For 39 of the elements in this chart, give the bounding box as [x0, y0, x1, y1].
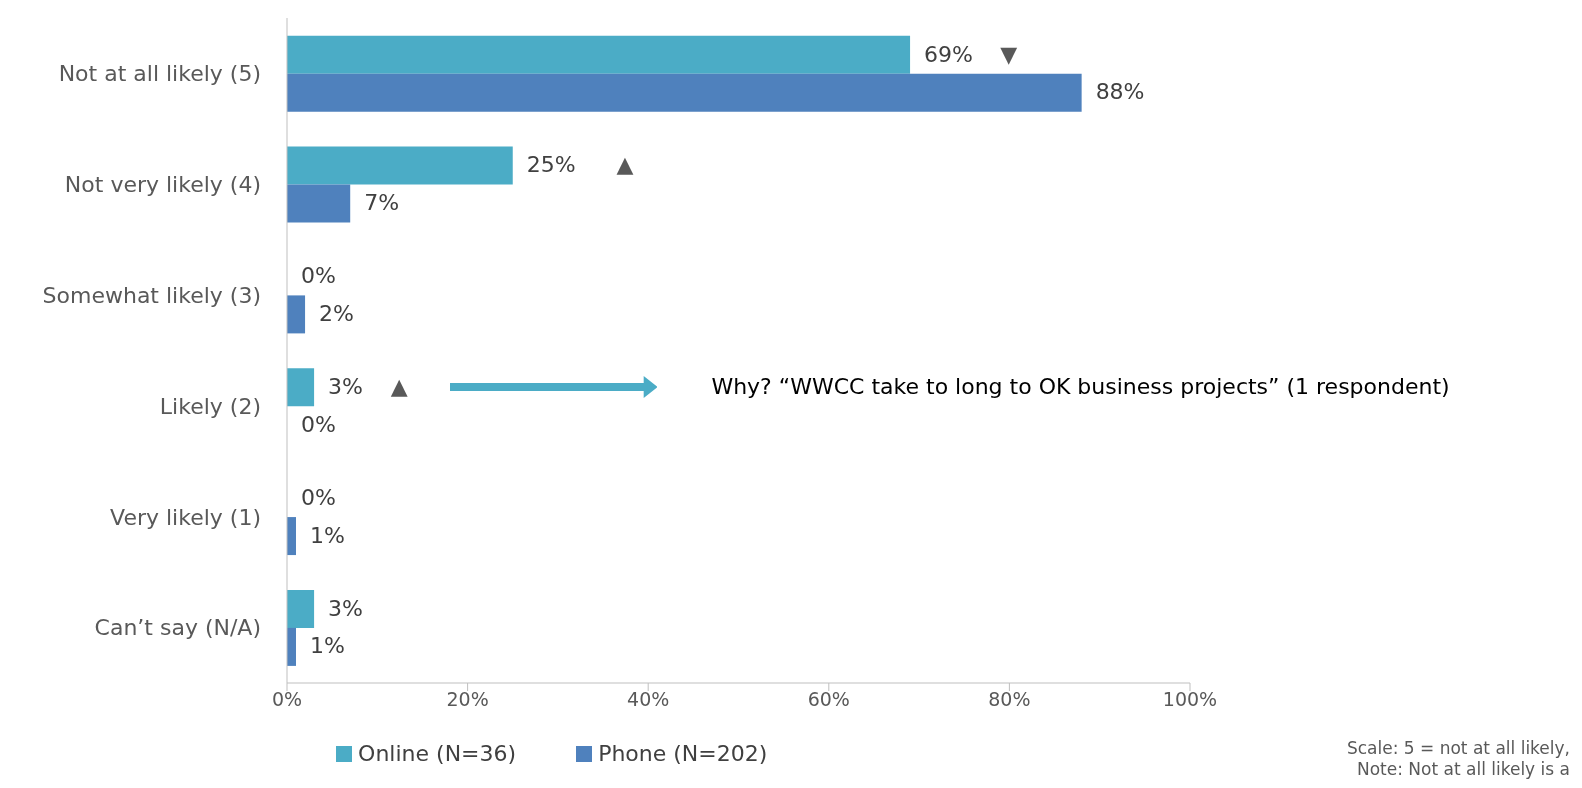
text: Scale: 5 = not at all likely, [1346, 738, 1570, 759]
x-tick-label: 100% [1162, 688, 1218, 711]
data-label: 3% [328, 374, 363, 401]
data-label: 0% [301, 411, 336, 438]
bar [287, 368, 315, 407]
data-label: 1% [310, 633, 345, 660]
y-tick-label: Likely (2) [159, 393, 261, 419]
annotation: ▲ [390, 374, 408, 401]
data-label: 25% [526, 152, 576, 179]
bar [287, 73, 1082, 112]
data-label: 3% [328, 595, 363, 622]
annotation: Why? “WWCC take to long to OK business projects” (1 respondent) [711, 374, 1450, 401]
data-label: 2% [319, 300, 354, 327]
x-tick-label: 0% [271, 688, 303, 711]
y-tick-label: Not very likely (4) [64, 172, 261, 198]
y-tick-label: Somewhat likely (3) [42, 282, 261, 308]
bar [287, 184, 351, 223]
bar [287, 589, 315, 628]
legend-label: Online (N=36) [358, 741, 517, 766]
text: Note: Not at all likely is a [1355, 759, 1570, 780]
data-label: 88% [1095, 79, 1145, 106]
data-label: 0% [301, 263, 336, 290]
bar [287, 295, 306, 334]
y-tick-label: Can’t say (N/A) [94, 615, 261, 641]
x-tick-label: 40% [627, 688, 670, 711]
x-tick-label: 80% [988, 688, 1031, 711]
data-label: 1% [310, 522, 345, 549]
legend-label: Phone (N=202) [598, 741, 768, 766]
bar [287, 35, 911, 74]
bar [287, 146, 513, 185]
data-label: 0% [301, 484, 336, 511]
data-label: 69% [924, 41, 973, 68]
x-tick-label: 60% [807, 688, 850, 711]
data-label: 7% [364, 190, 400, 217]
y-tick-label: Not at all likely (5) [58, 61, 261, 87]
annotation: ▼ [1000, 41, 1018, 68]
y-tick-label: Very likely (1) [110, 504, 261, 530]
annotation: ▲ [616, 152, 634, 179]
x-tick-label: 20% [446, 688, 489, 711]
